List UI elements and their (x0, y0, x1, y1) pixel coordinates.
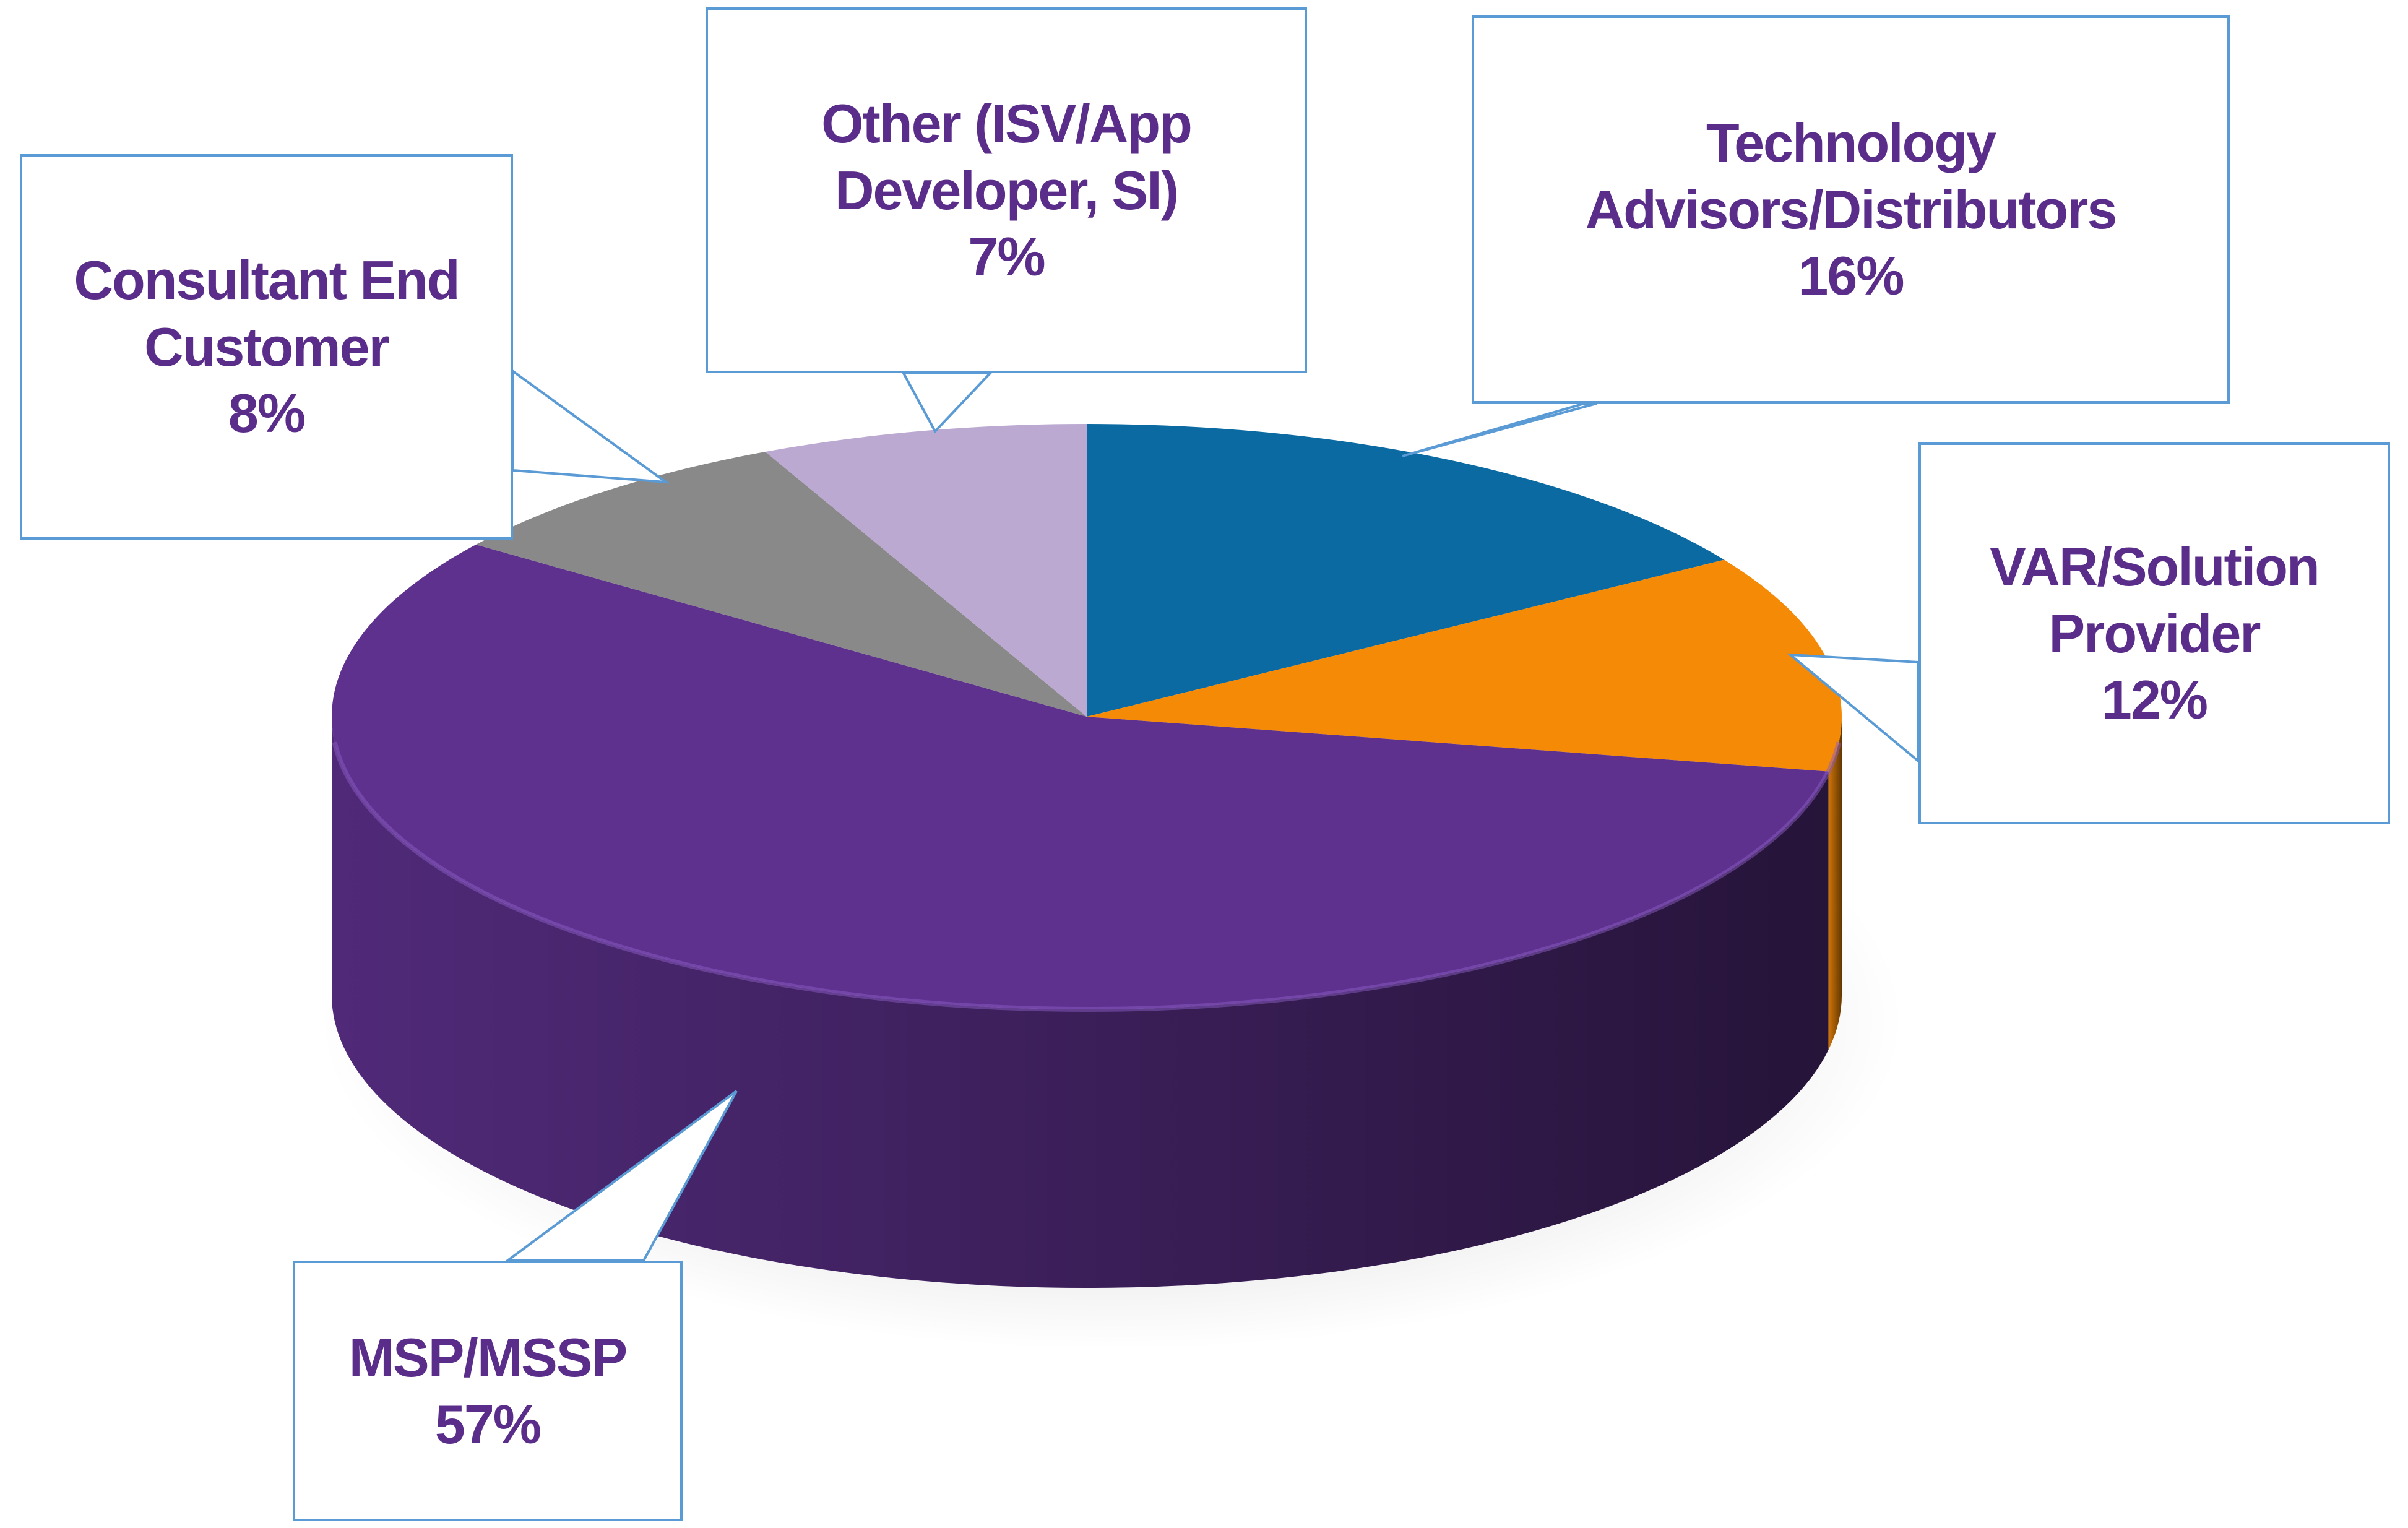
value-label: 12% (2101, 669, 2208, 731)
rim-highlight (332, 741, 1842, 1012)
value-label: 7% (968, 226, 1045, 288)
category-label: Other (ISV/App Developer, SI) (821, 93, 1193, 221)
category-label: Consultant End Customer (74, 249, 460, 378)
slice-side-shade (1828, 717, 1842, 1050)
category-label: MSP/MSSP (348, 1327, 628, 1389)
callout-pointer (901, 372, 993, 434)
slice (475, 452, 1087, 717)
data-label-box: Consultant End Customer 8% (20, 154, 513, 540)
slice (765, 424, 1087, 717)
callout-pointer (1402, 402, 1597, 457)
data-label-box: Technology Advisors/Distributors 16% (1472, 15, 2230, 404)
category-label: Technology Advisors/Distributors (1585, 112, 2118, 240)
value-label: 8% (228, 382, 306, 444)
value-label: 57% (434, 1393, 542, 1455)
data-label-box: VAR/Solution Provider 12% (1918, 442, 2390, 824)
slice (331, 544, 1829, 1009)
slice (1087, 424, 1725, 717)
category-label: VAR/Solution Provider (1990, 536, 2320, 664)
value-label: 16% (1798, 245, 1904, 307)
callout-pointer (512, 369, 670, 484)
slice (1087, 559, 1842, 772)
data-label-box: Other (ISV/App Developer, SI) 7% (706, 7, 1307, 373)
data-label-box: MSP/MSSP 57% (293, 1261, 683, 1521)
